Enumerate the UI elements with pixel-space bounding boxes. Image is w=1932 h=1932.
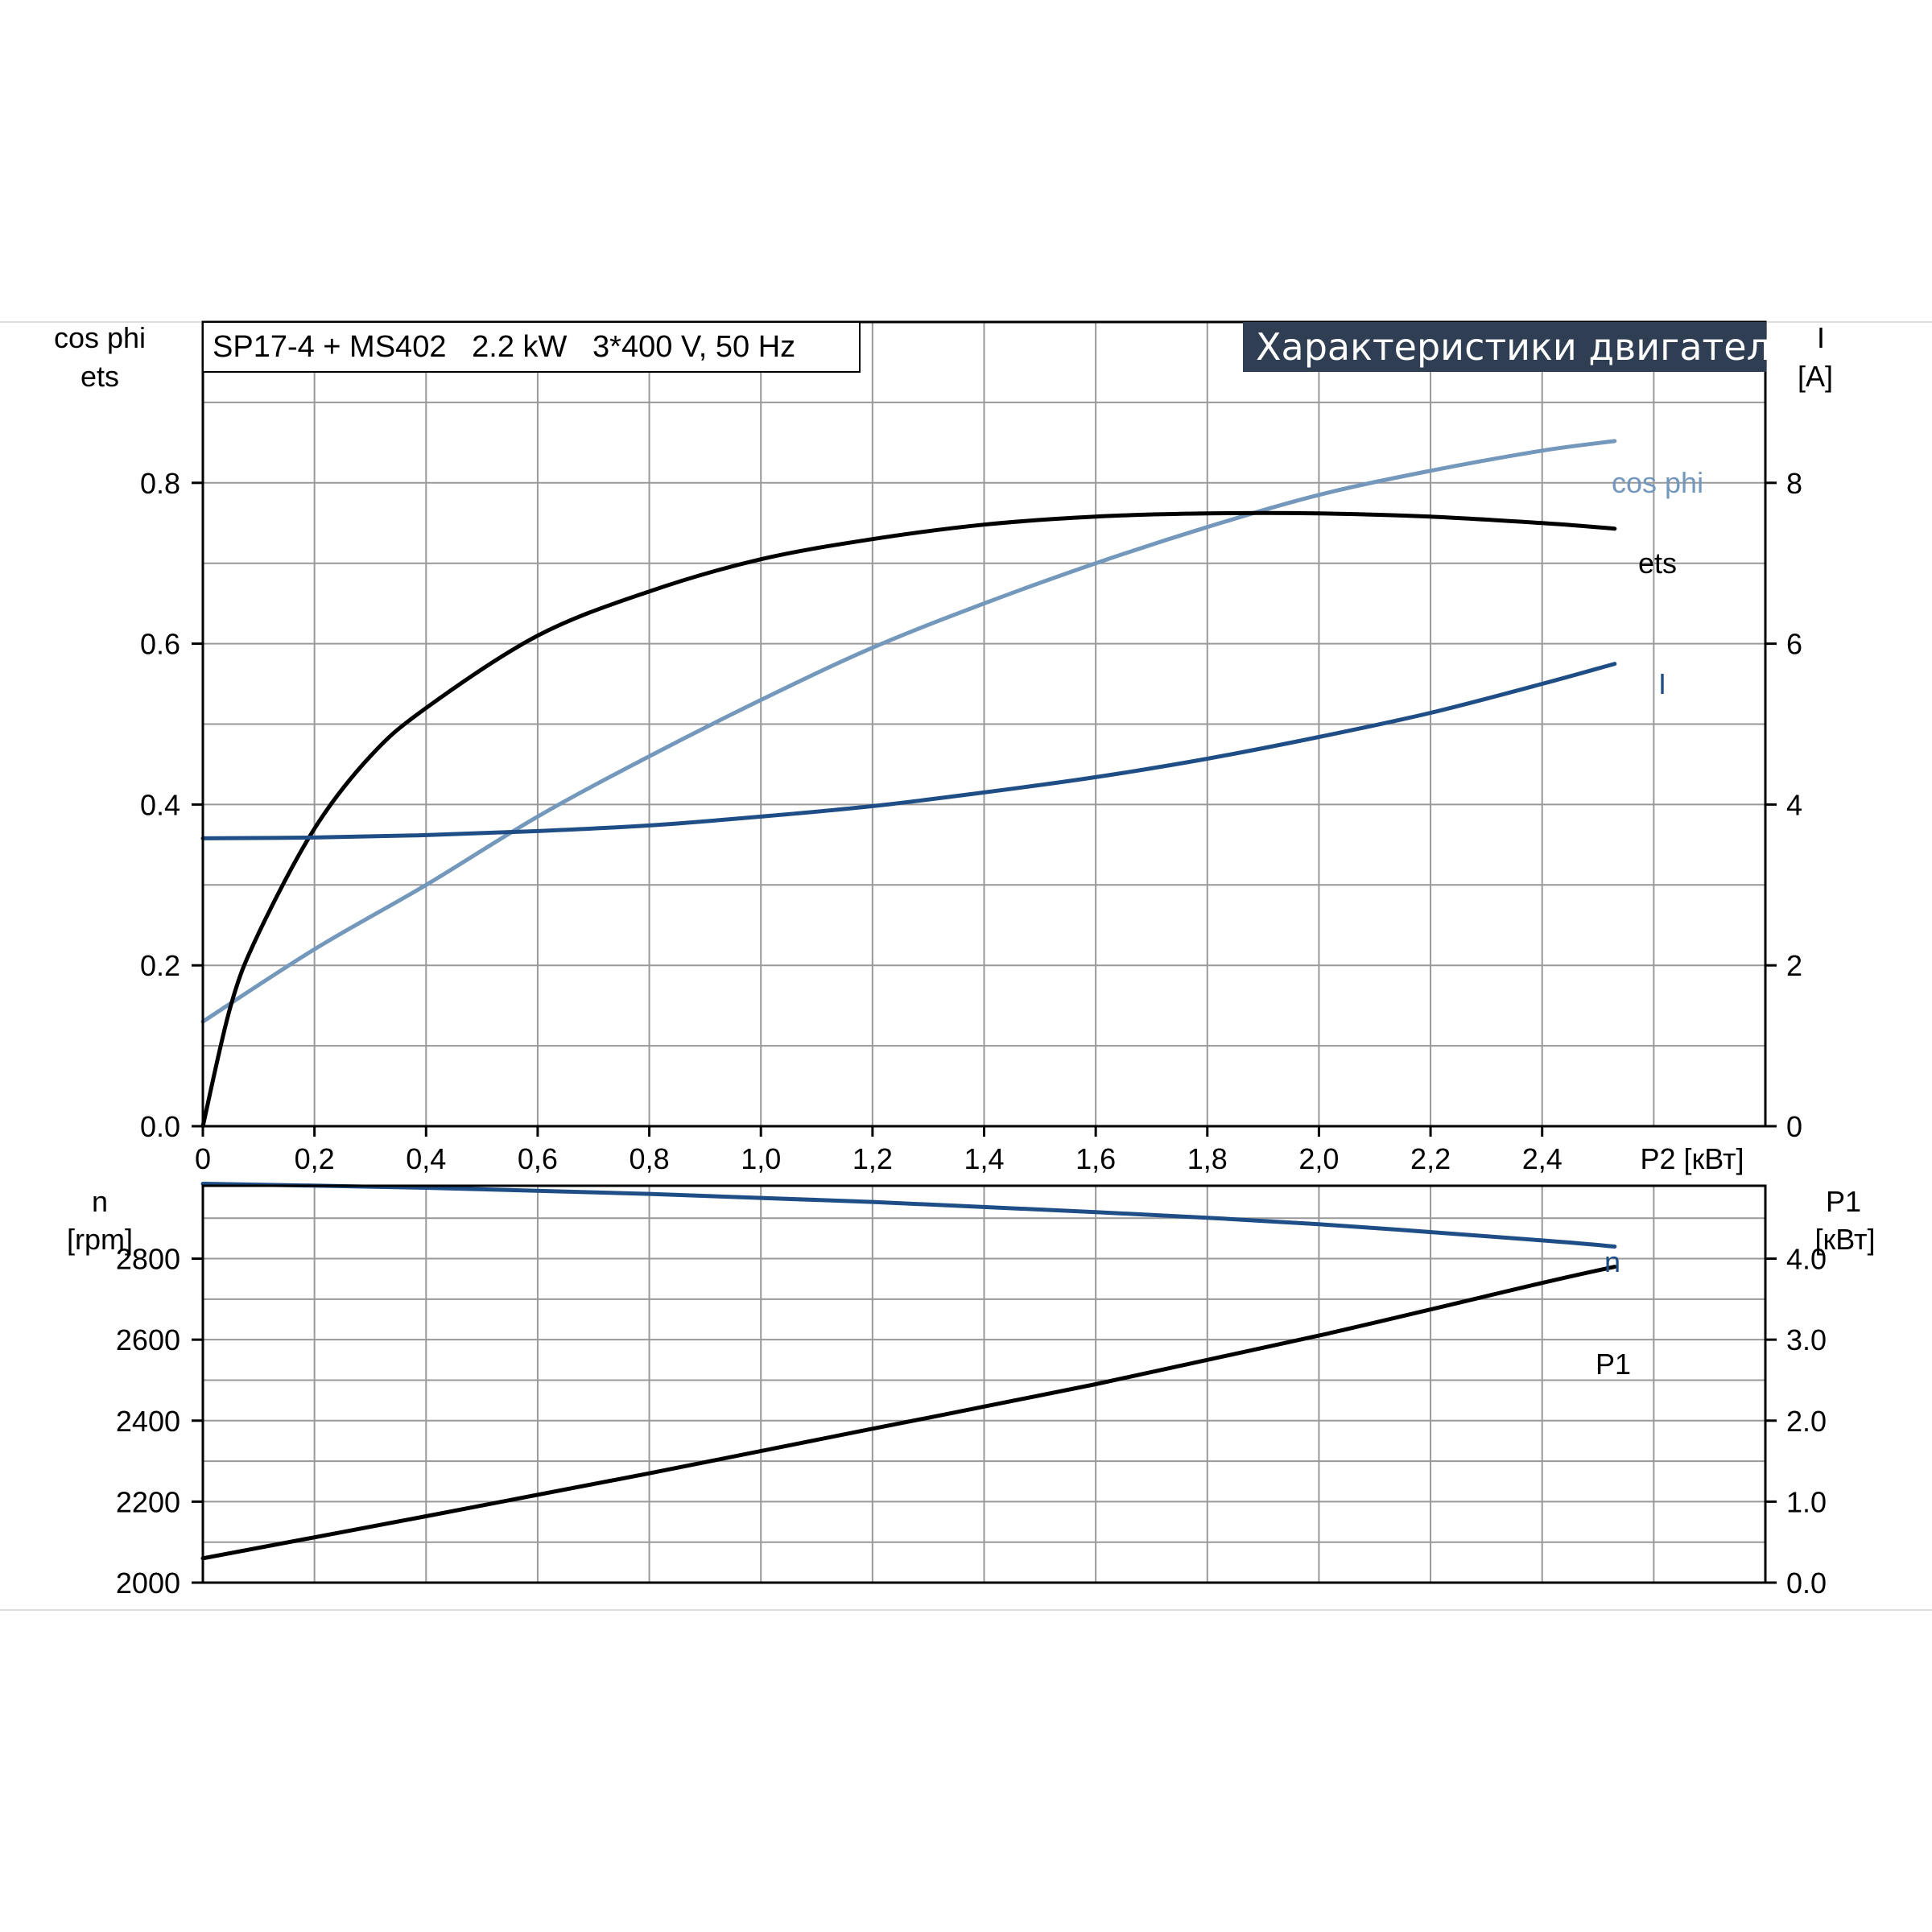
y-left-tick-label-bottom: 2200 <box>116 1485 180 1518</box>
y-right-tick-label-bottom: 2.0 <box>1786 1405 1827 1438</box>
curves <box>200 439 1617 1561</box>
x-axis-title: P2 [кВт] <box>1640 1142 1744 1175</box>
y-left-tick-label-bottom: 2800 <box>116 1243 180 1276</box>
x-tick-label: 1,0 <box>741 1142 781 1175</box>
x-tick-label: 0 <box>195 1142 211 1175</box>
ets-series-label: ets <box>1638 547 1677 580</box>
left-axis-title-line2: ets <box>80 360 119 393</box>
y-left-tick-label-top: 0.6 <box>140 628 180 661</box>
p1-series-label: P1 <box>1596 1348 1631 1381</box>
x-tick-label: 2,2 <box>1410 1142 1451 1175</box>
chart-subtitle: SP17-4 + MS402 2.2 kW 3*400 V, 50 Hz <box>213 330 795 364</box>
n-axis-title-line2: [rpm] <box>67 1223 133 1256</box>
y-right-tick-label-bottom: 3.0 <box>1786 1323 1827 1356</box>
left-axis-title-line1: cos phi <box>54 321 146 354</box>
y-left-tick-label-top: 0.0 <box>140 1110 180 1143</box>
y-left-tick-label-bottom: 2400 <box>116 1405 180 1438</box>
right-axis-title-line1: I <box>1817 321 1825 354</box>
series-line-n <box>200 1182 1617 1249</box>
x-tick-label: 1,8 <box>1187 1142 1228 1175</box>
y-right-tick-label-top: 2 <box>1786 949 1802 982</box>
title-box <box>1243 322 1766 372</box>
y-right-tick-label-top: 4 <box>1786 788 1802 821</box>
right-axis-title-line2: [A] <box>1798 360 1833 393</box>
x-tick-label: 0,8 <box>630 1142 670 1175</box>
subtitle-box <box>202 321 861 373</box>
series-line-cos-phi <box>200 439 1617 1024</box>
x-tick-label: 2,0 <box>1298 1142 1339 1175</box>
y-right-tick-label-bottom: 0.0 <box>1786 1567 1827 1600</box>
x-tick-label: 0,4 <box>406 1142 446 1175</box>
x-tick-label: 1,2 <box>852 1142 893 1175</box>
series-line-ets <box>200 510 1617 1129</box>
series-line-i <box>200 662 1617 840</box>
n-axis-title-line1: n <box>92 1185 108 1218</box>
x-tick-label: 1,6 <box>1075 1142 1116 1175</box>
series-line-p1 <box>200 1265 1617 1561</box>
x-tick-label: 0,6 <box>518 1142 558 1175</box>
n-series-label: n <box>1604 1245 1620 1278</box>
plot-frame-bottom <box>201 1184 1767 1584</box>
cos-phi-series-label: cos phi <box>1612 466 1703 499</box>
y-left-tick-label-top: 0.4 <box>140 788 180 821</box>
tick-labels: 0.0 0.2 0.4 0.6 0.8 0 2 4 6 8 2000 2200 2400 2600 2800… <box>116 467 1827 1600</box>
y-left-tick-label-bottom: 2600 <box>116 1323 180 1356</box>
y-right-tick-label-bottom: 1.0 <box>1786 1485 1827 1518</box>
y-left-tick-label-top: 0.2 <box>140 949 180 982</box>
p1-axis-title-line2: [кВт] <box>1814 1223 1875 1256</box>
y-right-tick-label-top: 0 <box>1786 1110 1802 1143</box>
x-tick-label: 2,4 <box>1522 1142 1563 1175</box>
y-left-tick-label-top: 0.8 <box>140 467 180 500</box>
y-right-tick-label-bottom: 4.0 <box>1786 1243 1827 1276</box>
x-tick-label: 0,2 <box>295 1142 335 1175</box>
x-tick-label: 1,4 <box>964 1142 1004 1175</box>
p1-axis-title-line1: P1 <box>1826 1185 1861 1218</box>
y-right-tick-label-top: 6 <box>1786 628 1802 661</box>
y-left-tick-label-bottom: 2000 <box>116 1567 180 1600</box>
i-series-label: I <box>1658 667 1666 700</box>
chart-title: Характеристики двигателя <box>1256 325 1793 369</box>
y-right-tick-label-top: 8 <box>1786 467 1802 500</box>
grid-lines <box>203 322 1765 1583</box>
